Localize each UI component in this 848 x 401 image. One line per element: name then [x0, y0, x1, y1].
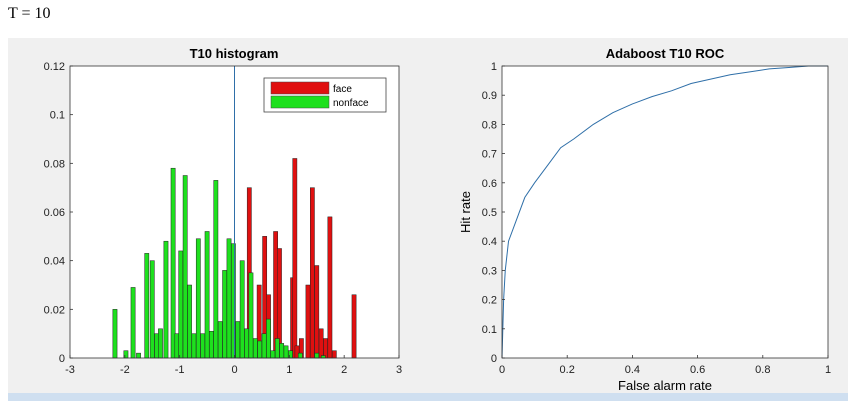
histogram-bar-nonface-4	[144, 253, 150, 359]
roc-x-ticks: 0 0.2 0.4 0.6 0.8 1	[499, 355, 831, 376]
histogram-bar-nonface-29	[257, 340, 263, 359]
roc-plot-area	[502, 66, 828, 358]
histogram-bar-face-16	[318, 328, 324, 359]
histogram-y-tick-label: 0.1	[50, 110, 65, 122]
histogram-bar-nonface-21	[222, 270, 227, 359]
histogram-bar-face-19	[331, 350, 337, 359]
histogram-x-tick-label: 1	[286, 364, 292, 376]
histogram-bar-face-20	[351, 294, 357, 359]
roc-y-ticks: 0 0.1 0.2 0.3 0.4 0.5 0.6 0.7 0.8 0.9 1	[482, 61, 505, 365]
histogram-bar-nonface-25	[239, 260, 245, 359]
page-heading: T = 10	[8, 5, 51, 22]
histogram-bar-face-14	[310, 187, 315, 359]
roc-x-tick-label: 0.4	[625, 364, 640, 376]
roc-curve	[501, 65, 828, 359]
roc-y-tick-label: 0.2	[482, 295, 497, 307]
histogram-bar-nonface-16	[200, 333, 206, 359]
figure-bottom-band	[8, 393, 848, 401]
histogram-bar-nonface-18	[209, 330, 214, 359]
roc-y-tick-label: 0.5	[482, 207, 497, 219]
histogram-y-tick-label: 0.06	[44, 207, 65, 219]
histogram-x-tick-label: -1	[175, 364, 185, 376]
roc-y-axis-label: Hit rate	[458, 191, 473, 233]
roc-chart: 0 0.2 0.4 0.6 0.8 1 0 0.1 0.2 0.3 0.4 0.5 0.6 0.7 0.8…	[458, 46, 831, 393]
roc-y-tick-label: 0.9	[482, 90, 497, 102]
histogram-bar-nonface-22	[226, 238, 232, 359]
histogram-y-tick-label: 0.04	[44, 256, 65, 268]
legend-swatch-face	[270, 81, 330, 95]
histogram-bar-nonface-34	[279, 343, 285, 359]
histogram-bar-nonface-32	[270, 350, 276, 359]
roc-x-tick-label: 0.2	[560, 364, 575, 376]
legend-swatch-nonface	[270, 95, 330, 109]
histogram-bar-nonface-14	[191, 333, 197, 359]
histogram-bar-nonface-17	[204, 231, 210, 359]
histogram-bar-nonface-38	[314, 352, 320, 359]
legend-label-nonface: nonface	[333, 98, 369, 109]
histogram-y-tick-label: 0	[59, 353, 65, 365]
histogram-x-tick-label: 0	[231, 364, 237, 376]
histogram-chart: -3 -2 -1 0 1 2 3 0 0.02 0.04 0.06 0.08 0.1 0.12 T10 …	[44, 46, 402, 376]
histogram-bar-nonface-3	[136, 352, 141, 359]
histogram-bar-face-13	[305, 284, 311, 359]
roc-y-tick-label: 0.6	[482, 178, 497, 190]
histogram-bar-nonface-8	[163, 240, 169, 359]
histogram-y-tick-label: 0.12	[44, 61, 65, 73]
roc-y-tick-label: 0	[491, 353, 497, 365]
histogram-bar-nonface-0	[112, 309, 118, 359]
roc-y-tick-label: 1	[491, 61, 497, 73]
histogram-bar-nonface-15	[195, 238, 201, 359]
histogram-bar-nonface-2	[130, 287, 136, 359]
roc-y-tick-label: 0.3	[482, 265, 497, 277]
histogram-x-tick-label: -3	[65, 364, 75, 376]
roc-x-tick-label: 0	[499, 364, 505, 376]
histogram-bar-nonface-9	[170, 167, 176, 359]
histogram-bar-nonface-20	[217, 321, 223, 359]
roc-y-tick-label: 0.8	[482, 119, 497, 131]
histogram-y-ticks: 0 0.02 0.04 0.06 0.08 0.1 0.12	[44, 61, 73, 365]
histogram-bar-face-10	[292, 158, 298, 359]
figure-window: -3 -2 -1 0 1 2 3 0 0.02 0.04 0.06 0.08 0.1 0.12 T10 …	[8, 38, 848, 401]
histogram-bar-nonface-28	[252, 338, 258, 359]
histogram-x-ticks: -3 -2 -1 0 1 2 3	[65, 355, 402, 376]
roc-title: Adaboost T10 ROC	[606, 46, 725, 61]
histogram-bar-nonface-11	[178, 250, 184, 359]
roc-x-axis-label: False alarm rate	[618, 378, 712, 393]
histogram-bar-nonface-5	[149, 260, 155, 359]
histogram-legend: face nonface	[263, 77, 387, 113]
histogram-title: T10 histogram	[190, 46, 279, 61]
histogram-bar-nonface-7	[158, 328, 163, 359]
histogram-bar-nonface-31	[266, 318, 271, 359]
histogram-y-tick-label: 0.02	[44, 304, 65, 316]
histogram-bar-face-15	[314, 265, 320, 359]
roc-y-tick-label: 0.1	[482, 324, 497, 336]
histogram-y-tick-label: 0.08	[44, 158, 65, 170]
legend-label-face: face	[333, 84, 352, 95]
roc-x-tick-label: 0.8	[755, 364, 770, 376]
histogram-bar-nonface-24	[235, 321, 241, 359]
histogram-bar-nonface-19	[213, 180, 219, 359]
histogram-bar-face-17	[323, 338, 328, 359]
histogram-bar-nonface-33	[274, 338, 280, 359]
histogram-bar-nonface-35	[283, 345, 289, 359]
histogram-bar-nonface-10	[174, 333, 180, 359]
histogram-bar-nonface-26	[244, 328, 249, 359]
roc-x-tick-label: 1	[825, 364, 831, 376]
histogram-bar-nonface-37	[297, 352, 303, 359]
histogram-x-tick-label: 2	[341, 364, 347, 376]
histogram-bar-nonface-13	[187, 284, 192, 359]
roc-x-tick-label: 0.6	[690, 364, 705, 376]
roc-y-tick-label: 0.7	[482, 149, 497, 161]
roc-y-tick-label: 0.4	[482, 236, 497, 248]
histogram-x-tick-label: -2	[120, 364, 130, 376]
histogram-bar-nonface-12	[182, 175, 188, 359]
histogram-x-tick-label: 3	[396, 364, 402, 376]
histogram-bar-nonface-27	[248, 272, 254, 359]
histogram-bar-nonface-30	[261, 333, 267, 359]
histogram-bar-face-18	[327, 216, 333, 359]
